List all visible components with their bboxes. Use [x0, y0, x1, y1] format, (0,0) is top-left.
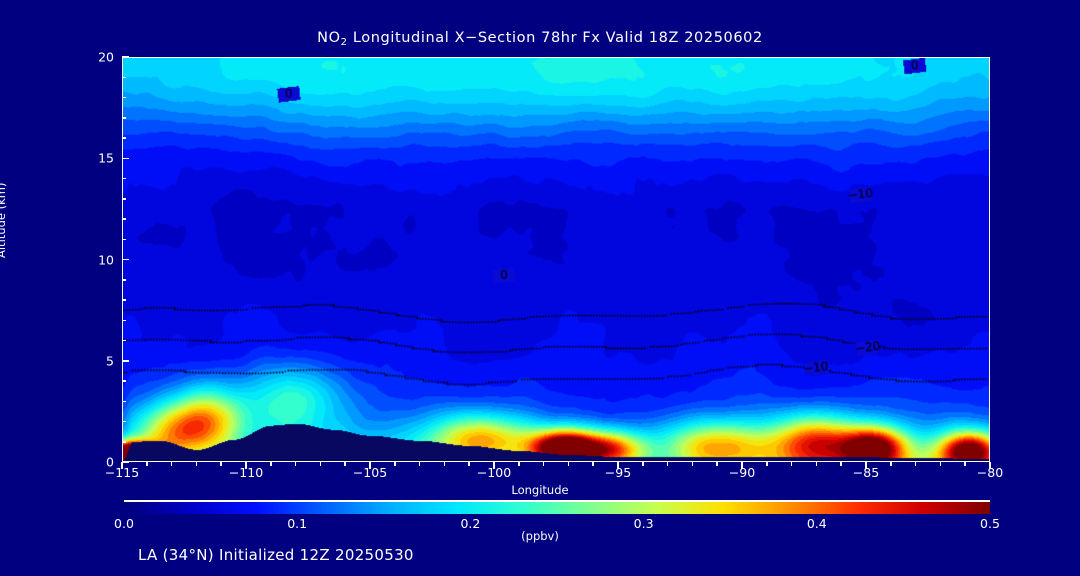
- x-minor-tick-mark: [270, 462, 272, 466]
- colorbar-tick-label: 0.1: [287, 516, 308, 531]
- y-minor-tick-mark: [122, 117, 126, 119]
- x-minor-tick-mark: [567, 462, 570, 466]
- colorbar-units-label: (ppbv): [521, 529, 559, 543]
- colorbar-gradient: [124, 502, 990, 514]
- x-tick-label: −100: [476, 465, 512, 480]
- colorbar-tick-label: 0.3: [633, 516, 654, 531]
- colorbar-tick-label: 0.0: [114, 516, 134, 531]
- y-minor-tick-mark: [122, 198, 126, 200]
- x-tick-label: −115: [104, 465, 140, 480]
- y-tick-label: 5: [106, 353, 114, 369]
- x-minor-tick-mark: [691, 462, 694, 466]
- x-minor-tick-mark: [443, 462, 446, 466]
- colorbar-tick-label: 0.5: [980, 516, 1000, 531]
- title-species: NO: [317, 30, 341, 46]
- y-tick-label: 10: [98, 252, 114, 267]
- y-minor-tick-mark: [122, 76, 126, 78]
- y-minor-tick-mark: [122, 420, 126, 423]
- y-tick-mark: [122, 157, 129, 159]
- x-tick-label: −80: [976, 465, 1004, 480]
- x-minor-tick-mark: [840, 462, 842, 466]
- x-minor-tick-mark: [518, 462, 520, 466]
- figure-caption: LA (34°N) Initialized 12Z 20250530: [138, 546, 414, 564]
- y-tick-label: 15: [98, 150, 114, 166]
- y-minor-tick-mark: [122, 177, 126, 180]
- y-tick-mark: [122, 258, 129, 261]
- x-minor-tick-mark: [170, 462, 173, 466]
- x-minor-tick-mark: [468, 462, 470, 466]
- title-species-subscript: 2: [340, 37, 348, 48]
- x-minor-tick-mark: [939, 462, 942, 466]
- y-tick-mark: [122, 56, 129, 58]
- x-tick-label: −110: [228, 465, 264, 480]
- x-tick-label: −95: [604, 465, 632, 480]
- x-minor-tick-mark: [766, 462, 768, 466]
- x-tick-mark: [121, 462, 123, 469]
- x-minor-tick-mark: [642, 462, 644, 466]
- title-text: Longitudinal X−Section 78hr Fx Valid 18Z…: [352, 30, 763, 46]
- y-minor-tick-mark: [122, 299, 126, 301]
- x-minor-tick-mark: [220, 462, 222, 466]
- y-tick-mark: [122, 461, 129, 463]
- y-axis-label: Altitude (km): [0, 182, 8, 258]
- y-minor-tick-mark: [122, 441, 126, 443]
- x-tick-mark: [245, 462, 247, 469]
- x-minor-tick-mark: [146, 462, 148, 466]
- y-minor-tick-mark: [122, 218, 126, 220]
- x-minor-tick-mark: [418, 462, 421, 466]
- x-tick-mark: [617, 462, 619, 469]
- x-tick-mark: [741, 462, 743, 469]
- x-tick-mark: [865, 462, 867, 469]
- colorbar-tick-label: 0.4: [806, 516, 827, 531]
- x-axis-label: Longitude: [511, 483, 569, 497]
- x-minor-tick-mark: [790, 462, 793, 466]
- x-tick-label: −105: [352, 465, 388, 480]
- x-minor-tick-mark: [344, 462, 346, 466]
- x-tick-mark: [493, 462, 495, 469]
- no2-concentration-field: [123, 58, 989, 461]
- x-minor-tick-mark: [394, 462, 396, 466]
- y-minor-tick-mark: [122, 339, 126, 342]
- y-minor-tick-mark: [122, 96, 126, 99]
- page-title: NO2 Longitudinal X−Section 78hr Fx Valid…: [0, 30, 1080, 48]
- y-tick-mark: [122, 360, 129, 362]
- x-minor-tick-mark: [542, 462, 545, 466]
- cross-section-plot-area: [122, 57, 990, 462]
- y-minor-tick-mark: [122, 238, 126, 240]
- colorbar: [124, 500, 990, 514]
- y-minor-tick-mark: [122, 400, 126, 402]
- y-minor-tick-mark: [122, 279, 126, 281]
- y-minor-tick-mark: [122, 137, 126, 139]
- x-tick-label: −90: [728, 465, 756, 480]
- x-minor-tick-mark: [294, 462, 297, 466]
- x-tick-mark: [989, 462, 991, 469]
- x-minor-tick-mark: [666, 462, 669, 466]
- y-minor-tick-mark: [122, 380, 126, 382]
- x-minor-tick-mark: [319, 462, 322, 466]
- x-tick-label: −85: [852, 465, 880, 480]
- x-minor-tick-mark: [964, 462, 966, 466]
- x-minor-tick-mark: [716, 462, 718, 466]
- y-minor-tick-mark: [122, 319, 126, 321]
- x-minor-tick-mark: [592, 462, 594, 466]
- y-tick-label: 20: [98, 49, 114, 65]
- x-minor-tick-mark: [914, 462, 917, 466]
- y-tick-label: 0: [106, 454, 114, 470]
- x-minor-tick-mark: [815, 462, 818, 466]
- x-minor-tick-mark: [195, 462, 198, 466]
- colorbar-tick-label: 0.2: [460, 516, 481, 531]
- x-minor-tick-mark: [890, 462, 892, 466]
- x-tick-mark: [369, 462, 371, 469]
